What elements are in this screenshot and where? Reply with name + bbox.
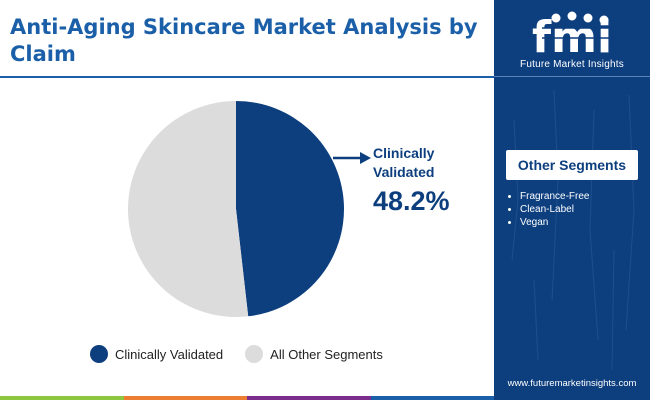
website-link[interactable]: www.futuremarketinsights.com xyxy=(507,378,637,389)
side-panel: fmi Future Market Insights Other Segment… xyxy=(494,0,650,400)
list-item: Vegan xyxy=(520,216,589,229)
annotation-label-line1: Clinically xyxy=(373,145,435,161)
pie-chart: Clinically Validated 48.2% xyxy=(128,101,450,317)
other-segments-heading: Other Segments xyxy=(506,150,638,180)
legend-swatch xyxy=(90,345,108,363)
legend-swatch xyxy=(245,345,264,363)
panel-divider xyxy=(494,76,650,77)
bar-segment-orange xyxy=(123,396,247,400)
title-divider xyxy=(0,76,494,78)
fmi-logo-icon: fmi xyxy=(532,11,614,63)
brand-name: Future Market Insights xyxy=(520,59,624,70)
legend-label: All Other Segments xyxy=(270,346,383,362)
annotation-label-line2: Validated xyxy=(373,164,434,180)
bar-segment-purple xyxy=(247,396,371,400)
legend-item-clinically-validated: Clinically Validated xyxy=(90,345,223,363)
pie-slice-clinically-validated xyxy=(236,101,344,317)
other-segments-list: Fragrance-Free Clean-Label Vegan xyxy=(508,190,589,229)
annotation-value: 48.2% xyxy=(373,186,450,216)
annotation-arrow xyxy=(333,152,371,164)
list-item: Clean-Label xyxy=(520,203,589,216)
bottom-color-bar xyxy=(0,396,494,400)
legend-label: Clinically Validated xyxy=(115,346,224,362)
legend-item-all-other-segments: All Other Segments xyxy=(245,345,383,363)
pie-slice-all-other-segments xyxy=(128,101,249,317)
chart-legend: Clinically Validated All Other Segments xyxy=(90,343,405,365)
bar-segment-blue xyxy=(370,396,494,400)
list-item: Fragrance-Free xyxy=(520,190,589,203)
bar-segment-green xyxy=(0,396,124,400)
pie-slices xyxy=(128,101,344,317)
chart-title: Anti-Aging Skincare Market Analysis by C… xyxy=(10,15,478,66)
